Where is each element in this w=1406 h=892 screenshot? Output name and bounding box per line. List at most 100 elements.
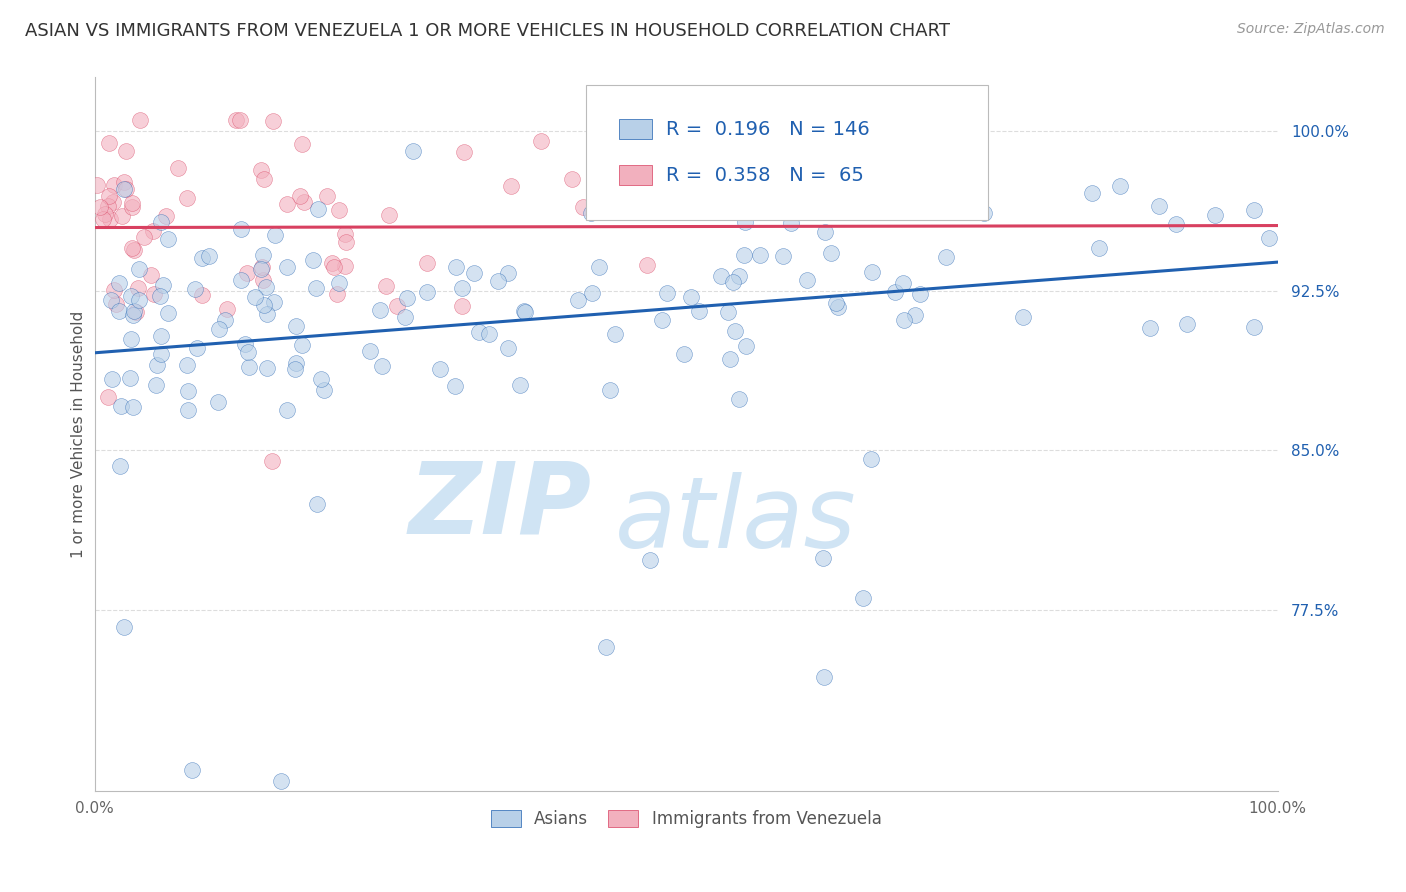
Point <box>588 260 610 274</box>
Point <box>128 262 150 277</box>
Point <box>813 670 835 684</box>
Point <box>688 303 710 318</box>
Point <box>1081 186 1104 200</box>
Point <box>396 291 419 305</box>
Point <box>149 289 172 303</box>
Point <box>1243 320 1265 334</box>
Point <box>903 309 925 323</box>
Point <box>852 591 875 605</box>
Point <box>100 293 122 308</box>
Point <box>429 362 451 376</box>
Text: atlas: atlas <box>614 472 856 568</box>
Point <box>333 227 356 242</box>
Point <box>292 194 315 209</box>
Point <box>779 216 801 230</box>
Point <box>374 279 396 293</box>
Point <box>97 189 120 203</box>
Point <box>97 136 120 150</box>
Point <box>673 347 696 361</box>
Point <box>156 232 179 246</box>
Point <box>368 302 391 317</box>
Point <box>290 189 312 203</box>
Point <box>276 197 298 211</box>
Point <box>121 400 143 414</box>
Point <box>453 145 475 160</box>
Point <box>114 620 136 634</box>
Point <box>176 359 198 373</box>
Point <box>501 179 523 194</box>
Point <box>214 312 236 326</box>
Point <box>250 260 273 275</box>
Point <box>149 328 172 343</box>
Point <box>262 114 284 128</box>
Point <box>359 344 381 359</box>
Point <box>235 266 257 280</box>
Point <box>120 332 142 346</box>
Point <box>142 224 165 238</box>
Point <box>128 113 150 128</box>
Point <box>264 228 287 243</box>
Point <box>858 164 880 178</box>
Point <box>860 452 883 467</box>
Point <box>496 266 519 280</box>
Point <box>581 285 603 300</box>
Point <box>256 307 278 321</box>
FancyBboxPatch shape <box>619 120 652 139</box>
Point <box>180 763 202 777</box>
Point <box>121 195 143 210</box>
Point <box>94 207 117 221</box>
Point <box>394 310 416 325</box>
Point <box>207 394 229 409</box>
Point <box>309 372 332 386</box>
Point <box>177 402 200 417</box>
Point <box>252 273 274 287</box>
Point <box>820 245 842 260</box>
Point <box>827 300 849 314</box>
Point <box>312 383 335 397</box>
Point <box>176 191 198 205</box>
Text: R =  0.358   N =  65: R = 0.358 N = 65 <box>666 166 863 185</box>
Point <box>97 199 120 213</box>
Point <box>284 362 307 376</box>
Point <box>115 144 138 158</box>
Point <box>103 178 125 193</box>
Point <box>733 248 755 262</box>
Point <box>328 276 350 290</box>
Point <box>121 201 143 215</box>
Point <box>963 169 986 184</box>
Point <box>371 359 394 374</box>
Point <box>122 303 145 318</box>
Point <box>721 275 744 289</box>
Point <box>243 290 266 304</box>
Point <box>156 306 179 320</box>
Point <box>112 175 135 189</box>
Point <box>844 202 866 217</box>
Point <box>152 277 174 292</box>
Point <box>149 347 172 361</box>
FancyBboxPatch shape <box>585 85 988 220</box>
Point <box>121 241 143 255</box>
Point <box>735 339 758 353</box>
Point <box>717 305 740 319</box>
Point <box>229 222 252 236</box>
Point <box>111 209 134 223</box>
Point <box>270 773 292 788</box>
Point <box>118 371 141 385</box>
Point <box>751 195 773 210</box>
Point <box>254 280 277 294</box>
Point <box>416 285 439 300</box>
Point <box>105 296 128 310</box>
Point <box>177 384 200 399</box>
Point <box>876 191 898 205</box>
Point <box>301 253 323 268</box>
Point <box>127 281 149 295</box>
Point <box>655 285 678 300</box>
Point <box>512 303 534 318</box>
Point <box>636 258 658 272</box>
Point <box>860 265 883 279</box>
Point <box>198 249 221 263</box>
Point <box>91 211 114 226</box>
Point <box>572 200 595 214</box>
Point <box>322 260 344 274</box>
Point <box>191 288 214 302</box>
